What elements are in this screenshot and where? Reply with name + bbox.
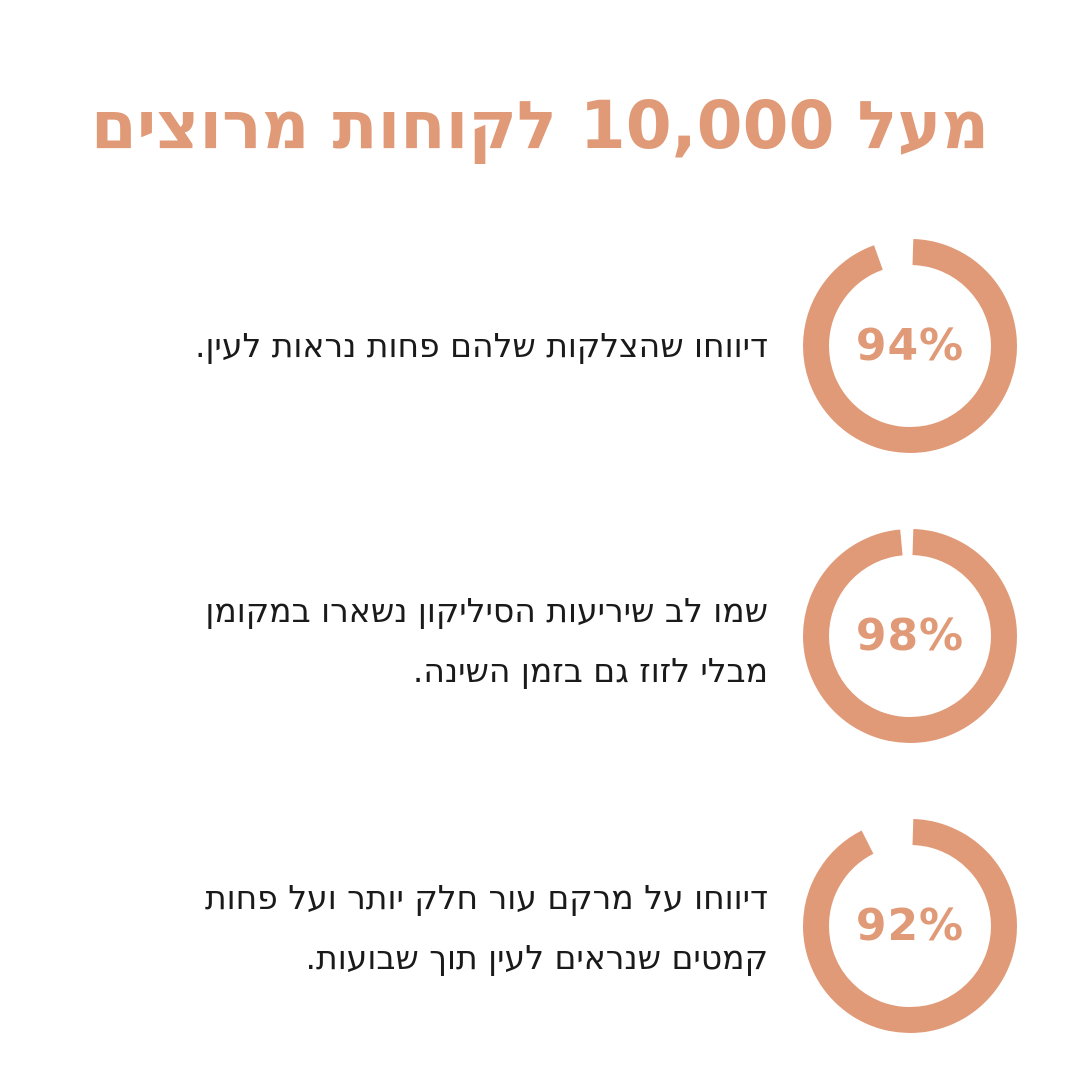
percent-value: 94% (855, 320, 965, 371)
progress-ring-graphic (803, 529, 1017, 743)
description-line: דיווחו על מרקם עור חלק יותר ועל פחות (204, 878, 768, 917)
description-line: מבלי לזוז גם בזמן השינה. (412, 651, 768, 690)
stat-block: 92% דיווחו על מרקם עור חלק יותר ועל פחות… (0, 816, 1080, 1036)
percent-value: 98% (855, 610, 965, 661)
progress-arc (803, 239, 1017, 453)
percent-value: 92% (855, 900, 965, 951)
progress-ring-graphic (803, 819, 1017, 1033)
progress-arc (803, 529, 1017, 743)
page-title: מעל 10,000 לקוחות מרוצים (90, 87, 990, 164)
stat-description: שמו לב שיריעות הסיליקון נשארו במקומן מבל… (68, 581, 768, 701)
description-line: קמטים שנראים לעין תוך שבועות. (305, 938, 768, 977)
description-line: דיווחו שהצלקות שלהם פחות נראות לעין. (194, 326, 768, 365)
description-line: שמו לב שיריעות הסיליקון נשארו במקומן (205, 591, 768, 630)
progress-ring: 98% (800, 526, 1020, 746)
progress-ring: 92% (800, 816, 1020, 1036)
stat-description: דיווחו על מרקם עור חלק יותר ועל פחות קמט… (68, 868, 768, 988)
progress-arc (803, 819, 1017, 1033)
stat-block: 98% שמו לב שיריעות הסיליקון נשארו במקומן… (0, 526, 1080, 746)
stat-block: 94% דיווחו שהצלקות שלהם פחות נראות לעין. (0, 236, 1080, 456)
progress-ring: 94% (800, 236, 1020, 456)
stat-description: דיווחו שהצלקות שלהם פחות נראות לעין. (68, 316, 768, 376)
progress-ring-graphic (803, 239, 1017, 453)
